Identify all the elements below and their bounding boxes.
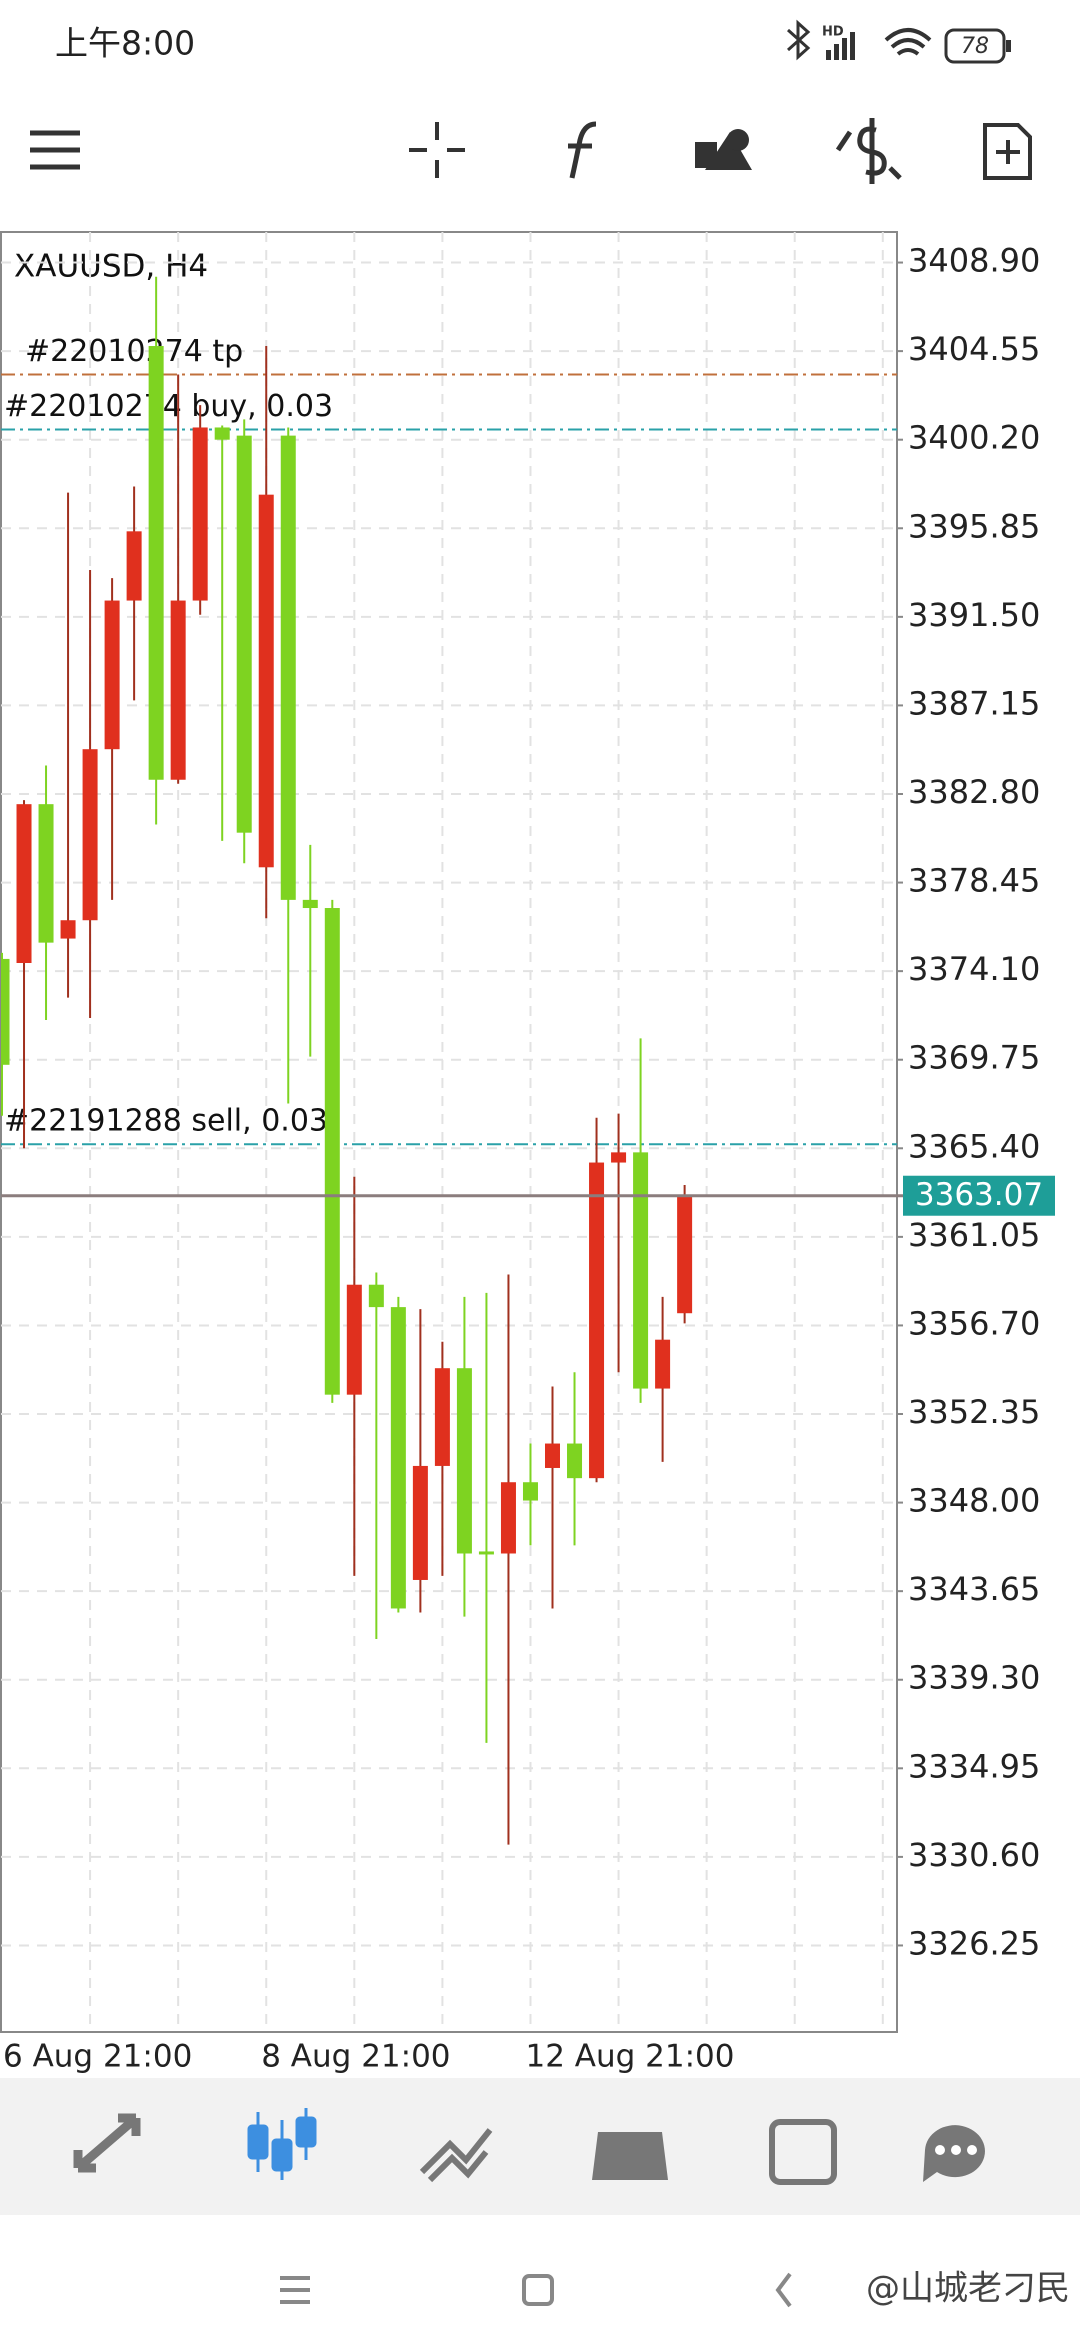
candle-body bbox=[148, 346, 164, 780]
candle-body bbox=[82, 749, 98, 921]
candle-body bbox=[500, 1482, 516, 1554]
y-tick-label: 3326.25 bbox=[908, 1924, 1040, 1962]
wifi-icon bbox=[884, 28, 932, 56]
menu-button[interactable] bbox=[30, 130, 80, 170]
y-tick-label: 3395.85 bbox=[908, 507, 1040, 545]
objects-button[interactable] bbox=[695, 129, 752, 170]
signal-icon bbox=[826, 32, 855, 60]
y-tick-label: 3369.75 bbox=[908, 1039, 1040, 1077]
candle-body bbox=[104, 600, 120, 750]
candle-body bbox=[589, 1162, 605, 1479]
menu-key[interactable] bbox=[280, 2276, 310, 2304]
new-order-button[interactable] bbox=[983, 123, 1032, 180]
home-key[interactable] bbox=[522, 2274, 554, 2306]
y-tick-label: 3361.05 bbox=[908, 1216, 1040, 1254]
x-tick-label: 12 Aug 21:00 bbox=[525, 2039, 734, 2075]
chart-tab[interactable] bbox=[247, 2108, 317, 2180]
x-tick-label: 8 Aug 21:00 bbox=[261, 2039, 450, 2075]
candle-body bbox=[346, 1284, 362, 1395]
y-tick-label: 3378.45 bbox=[908, 862, 1040, 900]
order-label: #22010274 buy, 0.03 bbox=[4, 389, 333, 424]
x-tick-label: 6 Aug 21:00 bbox=[3, 2039, 192, 2075]
battery-tip bbox=[1006, 40, 1011, 52]
bluetooth-icon bbox=[786, 19, 811, 61]
toolbar bbox=[30, 118, 1032, 184]
candle-body bbox=[1, 958, 10, 1065]
y-tick-label: 3334.95 bbox=[908, 1747, 1040, 1785]
y-tick-label: 3348.00 bbox=[908, 1482, 1040, 1520]
candle-body bbox=[655, 1339, 671, 1389]
candle-body bbox=[302, 899, 318, 909]
y-tick-label: 3343.65 bbox=[908, 1570, 1040, 1608]
y-tick-label: 3356.70 bbox=[908, 1304, 1040, 1342]
chart: XAUUSD, H4 #22010274 tp #22010274 buy, 0.… bbox=[0, 231, 1055, 2075]
network-type: HD bbox=[822, 25, 844, 40]
y-tick-label: 3365.40 bbox=[908, 1127, 1040, 1165]
trade-button[interactable] bbox=[835, 118, 902, 184]
candle-body bbox=[126, 531, 142, 601]
bottom-nav bbox=[0, 2078, 1080, 2215]
status-time: 上午8:00 bbox=[55, 24, 195, 63]
candle-body bbox=[412, 1465, 428, 1580]
chart-title: XAUUSD, H4 bbox=[14, 249, 208, 285]
y-tick-label: 3382.80 bbox=[908, 773, 1040, 811]
candle-body bbox=[456, 1368, 472, 1554]
current-price-label: 3363.07 bbox=[915, 1177, 1043, 1213]
news-tab[interactable] bbox=[769, 2119, 837, 2185]
candle-body bbox=[390, 1307, 406, 1609]
y-tick-label: 3374.10 bbox=[908, 950, 1040, 988]
y-tick-label: 3391.50 bbox=[908, 596, 1040, 634]
candle-body bbox=[170, 600, 186, 780]
trade-tab[interactable] bbox=[419, 2128, 493, 2183]
candle-body bbox=[522, 1482, 538, 1501]
bottom-nav-icons bbox=[73, 2108, 985, 2185]
plot-area: #22010274 tp #22010274 buy, 0.03 #22191288… bbox=[1, 232, 897, 2032]
candle-body bbox=[434, 1368, 450, 1466]
y-tick-label: 3330.60 bbox=[908, 1836, 1040, 1874]
candle-body bbox=[368, 1284, 384, 1308]
status-icons: HD 78 bbox=[786, 19, 1011, 64]
candle-body bbox=[478, 1551, 494, 1555]
candle-body bbox=[677, 1195, 693, 1314]
candle-body bbox=[280, 435, 296, 900]
y-tick-label: 3339.30 bbox=[908, 1659, 1040, 1697]
indicators-button[interactable] bbox=[568, 121, 597, 179]
candle-body bbox=[633, 1152, 649, 1389]
candle-body bbox=[567, 1443, 583, 1479]
candle-body bbox=[545, 1443, 560, 1468]
y-tick-label: 3387.15 bbox=[908, 684, 1040, 722]
back-key[interactable] bbox=[775, 2272, 792, 2308]
quotes-tab[interactable] bbox=[73, 2113, 141, 2173]
y-tick-label: 3352.35 bbox=[908, 1393, 1040, 1431]
current-price-box bbox=[903, 1175, 1055, 1216]
crosshair-button[interactable] bbox=[409, 122, 465, 178]
order-label: #22010274 tp bbox=[25, 334, 243, 369]
candle-body bbox=[192, 427, 208, 601]
y-tick-label: 3404.55 bbox=[908, 330, 1040, 368]
candle-body bbox=[60, 920, 76, 939]
y-tick-label: 3400.20 bbox=[908, 419, 1040, 457]
candle-body bbox=[258, 494, 274, 868]
battery-icon bbox=[944, 28, 1006, 64]
battery-level: 78 bbox=[961, 34, 989, 59]
candle-body bbox=[16, 804, 32, 963]
history-tab[interactable] bbox=[592, 2132, 668, 2180]
system-nav bbox=[280, 2272, 792, 2308]
order-label: #22191288 sell, 0.03 bbox=[4, 1104, 328, 1139]
candle-body bbox=[214, 427, 230, 440]
watermark: @山城老刁民 bbox=[866, 2269, 1070, 2309]
candle-body bbox=[38, 804, 54, 943]
candle-body bbox=[236, 435, 252, 833]
candle-body bbox=[324, 908, 340, 1395]
candle-body bbox=[611, 1152, 627, 1163]
y-tick-label: 3408.90 bbox=[908, 242, 1040, 280]
